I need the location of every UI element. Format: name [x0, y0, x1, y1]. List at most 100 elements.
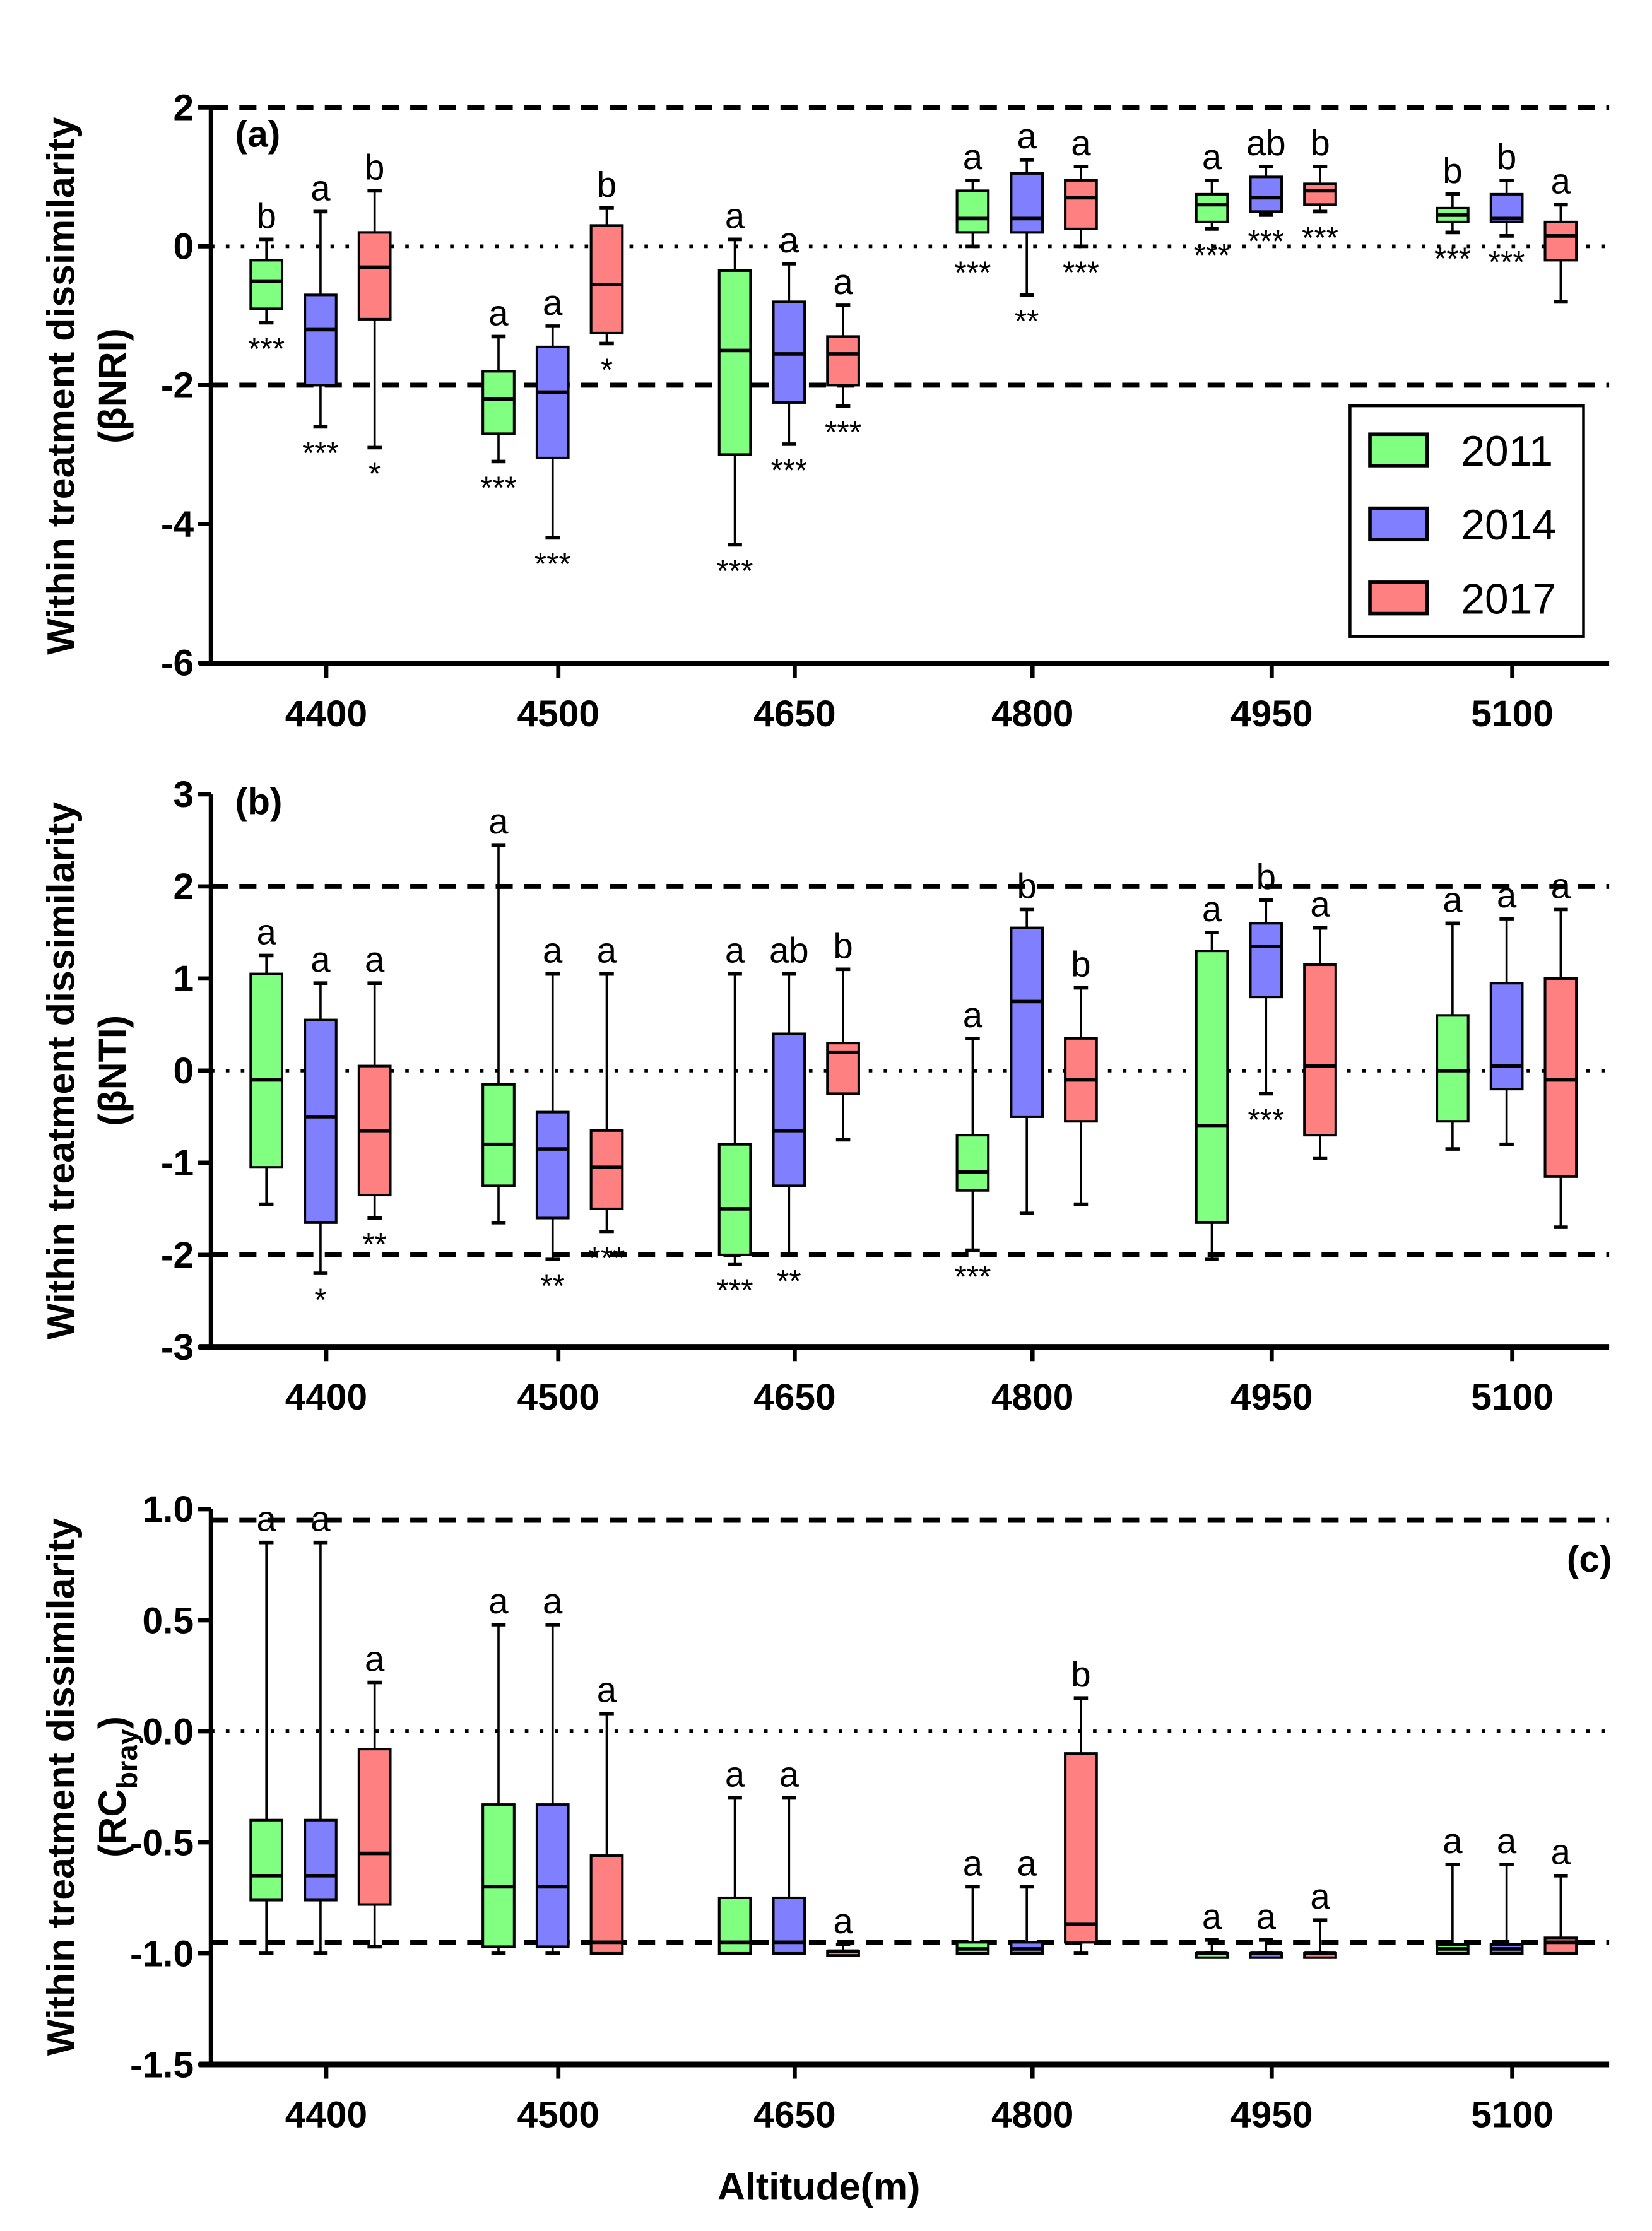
- box-iqr: [357, 1748, 392, 1906]
- box-2011-4400: a: [249, 1499, 284, 1955]
- significance-letter: a: [1310, 885, 1330, 924]
- box-iqr: [249, 1818, 284, 1902]
- significance-letter: a: [1551, 866, 1571, 905]
- significance-stars: ***: [480, 470, 517, 505]
- significance-letter: a: [488, 293, 509, 333]
- y-axis-label: Within treatment dissimilarity: [40, 117, 83, 654]
- box-2017-4800: b: [1064, 944, 1098, 1206]
- significance-letter: a: [725, 196, 745, 235]
- legend-swatch-2014: [1368, 506, 1429, 542]
- x-tick-label: 4500: [517, 693, 600, 734]
- box-iqr: [249, 972, 284, 1169]
- box-2014-4650: a ***: [770, 220, 807, 488]
- x-tick-label: 4950: [1230, 2094, 1313, 2135]
- significance-letter: a: [1071, 123, 1091, 163]
- x-tick-label: 4800: [991, 693, 1073, 734]
- significance-letter: a: [1202, 1897, 1222, 1936]
- box-iqr: [481, 1803, 516, 1948]
- significance-letter: a: [1310, 1876, 1330, 1916]
- y-tick-label: -2: [161, 1235, 194, 1276]
- box-2011-5100: b ***: [1434, 151, 1471, 276]
- box-2017-4500: a: [589, 1670, 624, 1955]
- x-tick-label: 5100: [1471, 2094, 1554, 2135]
- box-iqr: [535, 1803, 570, 1948]
- x-tick-label: 4800: [991, 1377, 1073, 1418]
- significance-stars: ***: [302, 435, 339, 471]
- significance-letter: b: [256, 196, 276, 235]
- x-tick-label: 4650: [753, 1377, 835, 1418]
- box-2014-4650: a: [772, 1755, 806, 1955]
- box-2014-4800: a: [1010, 1843, 1044, 1955]
- box-2011-4500: a: [481, 1581, 516, 1955]
- significance-stars: *: [601, 352, 613, 387]
- box-2017-4800: b: [1064, 1654, 1098, 1955]
- y-tick-label: -2: [161, 365, 194, 406]
- box-iqr: [1064, 179, 1098, 230]
- x-tick-label: 4400: [285, 2094, 368, 2135]
- significance-letter: ab: [1246, 123, 1286, 163]
- box-2014-4950: a: [1249, 1897, 1283, 1959]
- box-2011-4950: a: [1195, 889, 1229, 1262]
- box-2017-4400: a **: [357, 939, 392, 1262]
- box-2011-4500: a: [481, 801, 516, 1225]
- panel-b: 3 2 1 0 -1 -2 -3 4400 4500 4650 4800 4950 5100 (b) Wit…: [40, 774, 1610, 1418]
- significance-stars: ***: [954, 255, 991, 290]
- significance-letter: a: [963, 1843, 983, 1883]
- significance-stars: **: [540, 1268, 565, 1304]
- significance-letter: a: [1202, 137, 1222, 177]
- significance-letter: a: [597, 931, 617, 970]
- box-iqr: [1543, 220, 1578, 262]
- box-2011-4400: a: [249, 912, 284, 1206]
- significance-letter: a: [543, 931, 563, 970]
- panel-a: 2 0 -2 -4 -6 4400 4500 4650 4800 4950 5100 (a) Withi…: [40, 88, 1610, 734]
- significance-letter: a: [543, 1581, 563, 1621]
- box-iqr: [1064, 1752, 1098, 1944]
- x-tick-label: 4950: [1230, 1377, 1313, 1418]
- y-axis-unit-text: (RC: [91, 1789, 134, 1857]
- y-tick-label: -1.5: [130, 2044, 194, 2085]
- legend-swatch-2017: [1368, 580, 1429, 616]
- legend: 2011 2014 2017: [1348, 404, 1585, 638]
- box-iqr: [1010, 172, 1044, 234]
- significance-letter: b: [833, 926, 853, 965]
- box-iqr: [304, 1818, 338, 1902]
- significance-stars: ***: [1434, 241, 1471, 276]
- y-tick-label: -4: [161, 504, 194, 545]
- box-iqr: [589, 1129, 624, 1210]
- box-2014-5100: b ***: [1489, 137, 1525, 280]
- box-2017-4950: a: [1303, 1876, 1337, 1959]
- y-tick-label: -6: [161, 643, 194, 684]
- significance-letter: a: [1443, 880, 1463, 919]
- box-2017-4800: a ***: [1063, 123, 1099, 290]
- significance-letter: a: [725, 1755, 745, 1794]
- y-axis-label: Within treatment dissimilarity: [40, 802, 83, 1339]
- box-iqr: [772, 1032, 806, 1187]
- significance-letter: a: [597, 1670, 617, 1710]
- significance-letter: b: [1497, 137, 1516, 177]
- y-axis-unit-text: (βNRI): [91, 328, 134, 444]
- box-iqr: [955, 1134, 990, 1192]
- significance-letter: a: [779, 1755, 799, 1794]
- box-2014-4650: ab **: [769, 931, 809, 1299]
- box-2017-5100: a: [1543, 1832, 1578, 1955]
- y-axis-label-unit: (βNRI): [91, 328, 134, 444]
- x-tick-label: 4950: [1230, 693, 1313, 734]
- significance-letter: a: [256, 912, 276, 951]
- box-2014-4500: a ***: [534, 283, 571, 582]
- box-2014-4800: a **: [1010, 116, 1044, 339]
- box-iqr: [589, 224, 624, 334]
- y-tick-label: -1: [161, 1143, 194, 1184]
- significance-letter: a: [488, 801, 509, 841]
- y-axis-unit-text: (βNTI): [91, 1015, 134, 1126]
- box-iqr: [304, 1018, 338, 1224]
- significance-stars: **: [1015, 303, 1039, 339]
- significance-stars: ***: [1063, 255, 1099, 290]
- significance-stars: ***: [248, 331, 285, 367]
- significance-stars: ***: [1302, 220, 1338, 256]
- x-axis-label: Altitude(m): [717, 2165, 920, 2208]
- y-tick-label: 0.5: [143, 1600, 194, 1641]
- significance-letter: b: [1310, 123, 1330, 163]
- panel-label: (c): [1567, 1539, 1612, 1580]
- significance-letter: a: [543, 283, 563, 322]
